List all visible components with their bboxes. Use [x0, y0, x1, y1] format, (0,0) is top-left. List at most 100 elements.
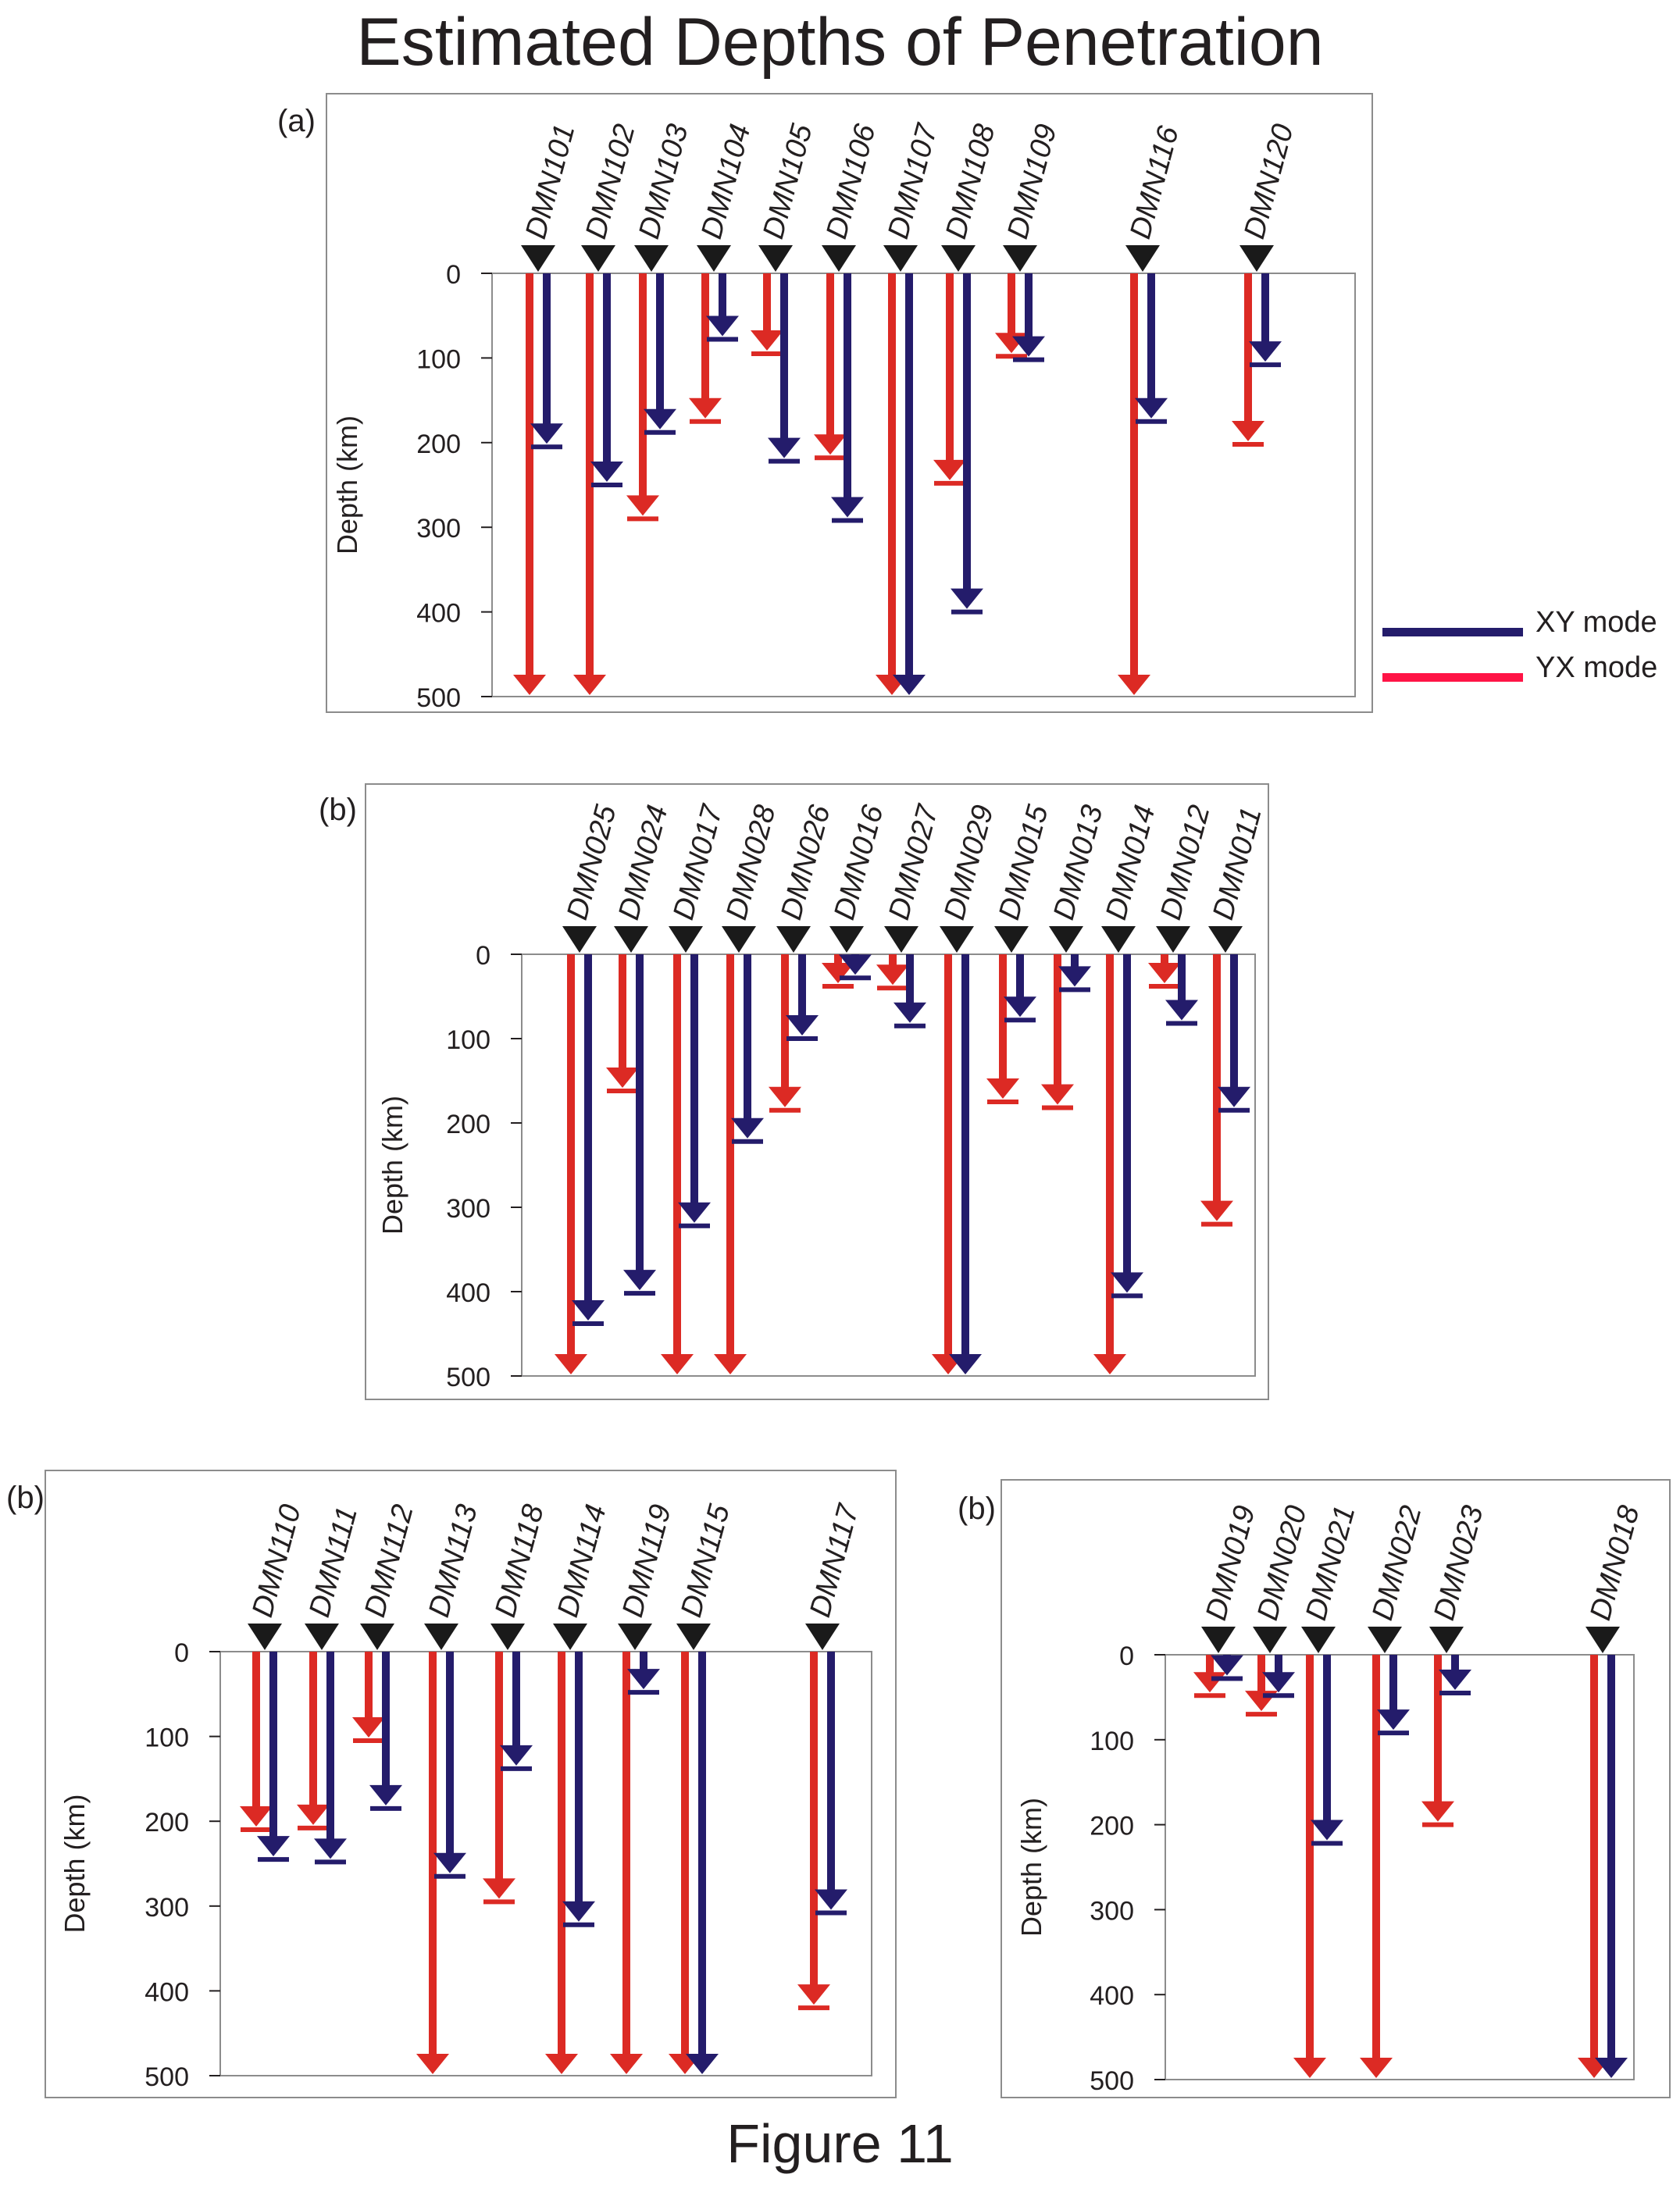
station-label: DMN109 [1001, 121, 1063, 243]
xy-depth-arrow [644, 408, 676, 430]
station-marker [1429, 1627, 1464, 1653]
xy-depth-arrow [562, 1901, 595, 1922]
station-marker [1201, 1627, 1236, 1653]
yx-depth-arrow [661, 1354, 694, 1374]
xy-depth-arrow [949, 1354, 982, 1374]
yx-depth-arrow [689, 397, 722, 419]
legend-yx-swatch [1382, 673, 1523, 682]
station-marker [940, 926, 974, 953]
station-marker [884, 926, 918, 953]
station-marker [722, 926, 756, 953]
station-marker [360, 1624, 394, 1650]
yx-depth-arrow [814, 434, 847, 455]
legend-xy-swatch [1382, 628, 1523, 636]
panel-2-ylabel: Depth (km) [376, 1096, 408, 1235]
panel-3-ytick-label: 500 [144, 2062, 189, 2092]
xy-depth-arrow [590, 462, 623, 482]
station-label: DMN112 [358, 1501, 420, 1620]
yx-depth-arrow [1293, 2058, 1326, 2078]
yx-depth-arrow [555, 1354, 587, 1374]
xy-depth-arrow [1211, 1655, 1243, 1676]
xy-depth-arrow [1165, 1000, 1198, 1021]
xy-depth-arrow [1311, 1820, 1343, 1841]
station-marker [618, 1624, 652, 1650]
station-label: DMN028 [720, 802, 782, 924]
xy-depth-arrow [369, 1784, 402, 1805]
station-label: DMN106 [820, 120, 883, 243]
station-marker [614, 926, 648, 953]
panel-3-ytick-label: 400 [144, 1977, 189, 2007]
xy-depth-arrow [1439, 1669, 1471, 1690]
panel-1-ytick-label: 0 [446, 260, 461, 290]
xy-depth-arrow [893, 675, 926, 695]
station-label: DMN015 [993, 801, 1055, 924]
panel-4-ytick-label: 200 [1090, 1812, 1134, 1841]
station-label: DMN103 [633, 121, 694, 243]
station-marker [424, 1624, 458, 1650]
panel-2-plot-frame [521, 953, 1256, 1377]
panel-3-plot-frame [219, 1651, 872, 2076]
station-marker [829, 926, 864, 953]
xy-depth-arrow [1595, 2058, 1628, 2078]
panel-2-ytick-label: 300 [446, 1194, 490, 1224]
yx-depth-arrow [797, 1984, 830, 2005]
station-marker [758, 245, 793, 272]
yx-depth-arrow [1041, 1084, 1074, 1105]
xy-depth-arrow [627, 1669, 660, 1690]
yx-depth-arrow [714, 1354, 747, 1374]
panel-2-outer-frame [365, 783, 1269, 1400]
xy-depth-arrow [1262, 1672, 1295, 1693]
panel-3-ytick-label: 300 [144, 1893, 189, 1923]
station-marker [1301, 1627, 1336, 1653]
station-label: DMN118 [489, 1501, 551, 1620]
xy-depth-arrow [1058, 966, 1091, 987]
station-label: DMN018 [1584, 1502, 1646, 1624]
station-label: DMN014 [1100, 802, 1161, 924]
panel-3-label: (b) [6, 1481, 45, 1515]
xy-depth-arrow [257, 1836, 290, 1857]
station-marker [994, 926, 1029, 953]
panel-3-ylabel: Depth (km) [59, 1794, 91, 1933]
station-marker [562, 926, 597, 953]
panel-4-ytick-label: 400 [1090, 1981, 1134, 2011]
xy-depth-arrow [530, 423, 563, 444]
station-label: DMN012 [1154, 802, 1216, 924]
station-label: DMN022 [1366, 1502, 1428, 1624]
panel-1-ytick-label: 400 [416, 599, 461, 629]
panel-1-plot-frame [491, 273, 1356, 697]
station-marker [1003, 245, 1037, 272]
yx-depth-arrow [297, 1804, 330, 1825]
panel-4-plot-frame [1165, 1654, 1635, 2080]
panel-4-ytick-label: 100 [1090, 1727, 1134, 1756]
yx-depth-arrow [1360, 2058, 1393, 2078]
station-label: DMN120 [1238, 121, 1300, 243]
station-label: DMN027 [883, 800, 945, 924]
station-label: DMN105 [757, 120, 819, 243]
station-marker [1208, 926, 1243, 953]
station-label: DMN023 [1428, 1502, 1489, 1624]
station-label: DMN025 [561, 801, 623, 924]
station-marker [1101, 926, 1136, 953]
station-label: DMN026 [775, 801, 837, 924]
yx-depth-arrow [1148, 963, 1181, 984]
station-marker [883, 245, 918, 272]
station-label: DMN101 [519, 121, 581, 243]
station-label: DMN104 [695, 121, 757, 243]
xy-depth-arrow [768, 437, 801, 458]
panel-4-ylabel: Depth (km) [1015, 1798, 1047, 1937]
xy-depth-arrow [706, 315, 739, 337]
station-marker [521, 245, 555, 272]
station-label: DMN029 [938, 802, 1000, 924]
panel-1-ytick-label: 500 [416, 683, 461, 713]
panel-2-ytick-label: 200 [446, 1110, 490, 1139]
station-label: DMN016 [828, 801, 890, 924]
yx-depth-arrow [513, 675, 546, 695]
xy-depth-arrow [678, 1202, 711, 1223]
yx-depth-arrow [1193, 1672, 1226, 1693]
yx-depth-arrow [240, 1806, 273, 1827]
yx-depth-arrow [1232, 420, 1264, 441]
panel-3-ytick-label: 200 [144, 1808, 189, 1837]
panel-2-ytick-label: 0 [476, 941, 490, 971]
panel-4-ytick-label: 0 [1119, 1641, 1134, 1671]
page-title: Estimated Depths of Penetration [356, 5, 1324, 80]
